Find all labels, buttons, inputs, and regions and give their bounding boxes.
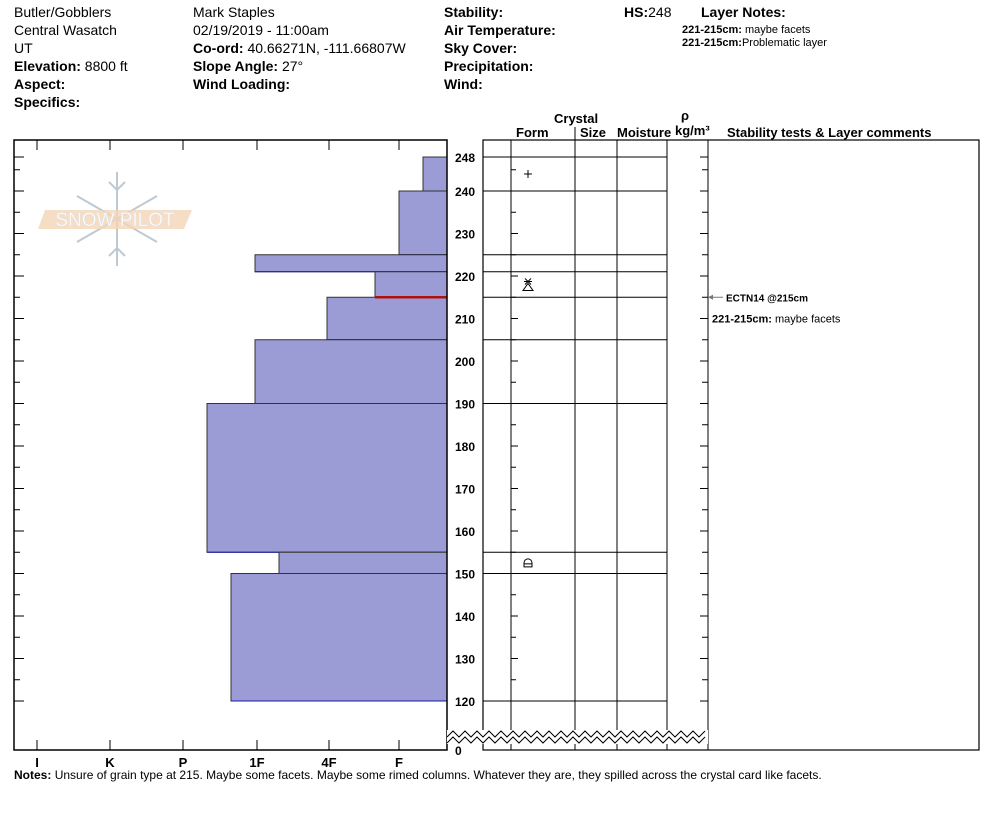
faceted-rounded-icon	[523, 558, 533, 568]
coord: Co-ord: 40.66271N, -111.66807W	[193, 39, 406, 57]
specifics-label: Specifics:	[14, 94, 81, 110]
axis-break	[446, 730, 706, 738]
slope: Slope Angle: 27°	[193, 57, 303, 75]
rho-header: ρ	[681, 108, 690, 123]
elevation-value: 8800 ft	[84, 58, 128, 74]
stability-header: Stability tests & Layer comments	[727, 125, 932, 140]
y-tick-label: 180	[455, 440, 475, 454]
y-tick-label: 230	[455, 228, 475, 242]
layer-note: 221-215cm: maybe facets	[682, 24, 810, 37]
wind-label: Wind:	[444, 76, 483, 92]
y-tick-label: 210	[455, 313, 475, 327]
y-tick-label: 130	[455, 653, 475, 667]
hardness-bar	[398, 190, 448, 256]
slope-value: 27°	[281, 58, 304, 74]
y-tick-label: 0	[455, 744, 462, 758]
hs-label: HS:	[624, 4, 649, 20]
layer-note-text: Problematic layer	[741, 37, 827, 49]
form-header: Form	[516, 125, 549, 140]
hardness-bar	[326, 296, 448, 341]
y-tick-label: 200	[455, 355, 475, 369]
density-header: kg/m³	[675, 123, 710, 138]
air-temp-label: Air Temperature:	[444, 22, 556, 38]
notes: Notes: Unsure of grain type at 215. Mayb…	[14, 766, 822, 784]
x-tick-label: K	[105, 755, 115, 770]
y-tick-label: 220	[455, 270, 475, 284]
elevation: Elevation: 8800 ft	[14, 57, 128, 75]
y-tick-label: 240	[455, 185, 475, 199]
hardness-bar	[278, 551, 448, 574]
stability-label: Stability:	[444, 4, 504, 20]
hardness-bar	[206, 403, 448, 553]
layer-note-text: maybe facets	[745, 24, 811, 36]
layer-comment-range: 221-215cm:	[712, 313, 775, 325]
precip-label: Precipitation:	[444, 58, 534, 74]
coord-label: Co-ord:	[193, 40, 244, 56]
layer-note-range: 221-215cm:	[682, 37, 742, 49]
layer-table-frame	[482, 139, 980, 751]
hardness-bar	[230, 573, 448, 702]
location: Butler/Gobblers	[14, 4, 112, 20]
hardness-bar	[422, 156, 448, 192]
observer: Mark Staples	[193, 4, 275, 20]
mixed-forms-icon	[522, 278, 534, 291]
layer-notes-label: Layer Notes:	[701, 4, 786, 20]
state: UT	[14, 40, 33, 56]
hardness-plot-frame	[13, 139, 448, 751]
hardness-bar	[254, 339, 448, 404]
hardness-bar	[374, 271, 448, 298]
x-tick-label: P	[179, 755, 188, 770]
y-tick-label: 248	[455, 151, 475, 165]
x-tick-label: F	[395, 755, 403, 770]
notes-text: Unsure of grain type at 215. Maybe some …	[54, 768, 822, 782]
layer-note-range: 221-215cm:	[682, 24, 742, 36]
sky-label: Sky Cover:	[444, 40, 518, 56]
x-tick-label: I	[35, 755, 39, 770]
layer-comment: 221-215cm: maybe facets	[712, 313, 841, 325]
layer-note: 221-215cm:Problematic layer	[682, 37, 827, 50]
layer-comment-text: maybe facets	[775, 313, 841, 325]
elevation-label: Elevation:	[14, 58, 81, 74]
y-tick-label: 120	[455, 695, 475, 709]
wind-loading-label: Wind Loading:	[193, 76, 291, 92]
hs: HS:248	[624, 3, 671, 21]
arrow-head-icon	[708, 294, 713, 300]
crystal-header: Crystal	[554, 111, 599, 126]
size-header: Size	[580, 125, 607, 140]
y-tick-label: 160	[455, 525, 475, 539]
precipitation-particles-icon	[524, 170, 532, 178]
aspect-label: Aspect:	[14, 76, 66, 92]
logo-text: SNOW PILOT	[55, 210, 175, 231]
notes-label: Notes:	[14, 768, 52, 782]
axis-break	[446, 736, 706, 744]
stability-test-label: ECTN14 @215cm	[726, 293, 808, 304]
y-tick-label: 170	[455, 483, 475, 497]
y-tick-label: 150	[455, 568, 475, 582]
hs-value: 248	[648, 4, 672, 20]
y-tick-label: 190	[455, 398, 475, 412]
coord-value: 40.66271N, -111.66807W	[247, 40, 406, 56]
snowpilot-logo: SNOW PILOT	[38, 172, 192, 266]
x-tick-label: 1F	[249, 755, 264, 770]
datetime: 02/19/2019 - 11:00am	[193, 22, 329, 38]
moisture-header: Moisture	[617, 125, 672, 140]
hardness-bar	[254, 254, 448, 273]
slope-label: Slope Angle:	[193, 58, 279, 74]
range: Central Wasatch	[14, 22, 117, 38]
x-tick-label: 4F	[321, 755, 336, 770]
y-tick-label: 140	[455, 610, 475, 624]
